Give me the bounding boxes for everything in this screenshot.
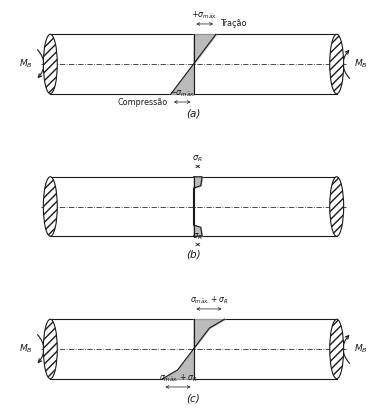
Ellipse shape [43,177,57,236]
Text: (c): (c) [187,394,200,404]
Text: (b): (b) [186,250,201,260]
Text: $M_B$: $M_B$ [19,58,33,70]
Text: $\sigma_R$: $\sigma_R$ [192,231,203,242]
Text: $-\sigma_{m\acute{a}x.}$: $-\sigma_{m\acute{a}x.}$ [169,89,196,99]
Text: $\sigma_R$: $\sigma_R$ [192,153,203,164]
Text: $M_B$: $M_B$ [354,58,368,70]
Text: $\sigma_{m\acute{a}x.}+\sigma_R$: $\sigma_{m\acute{a}x.}+\sigma_R$ [190,294,228,306]
Text: $\sigma_{m\acute{a}x.}+\sigma_R$: $\sigma_{m\acute{a}x.}+\sigma_R$ [159,373,197,384]
Text: Tração: Tração [220,19,246,28]
Text: $+\sigma_{m\acute{a}x.}$: $+\sigma_{m\acute{a}x.}$ [191,9,218,21]
Ellipse shape [43,319,57,379]
Text: $M_B$: $M_B$ [19,343,33,355]
Ellipse shape [330,34,344,94]
Text: (a): (a) [186,109,201,119]
Ellipse shape [330,177,344,236]
Ellipse shape [43,34,57,94]
Ellipse shape [330,319,344,379]
Text: Compressão: Compressão [118,97,168,107]
Text: $M_B$: $M_B$ [354,343,368,355]
